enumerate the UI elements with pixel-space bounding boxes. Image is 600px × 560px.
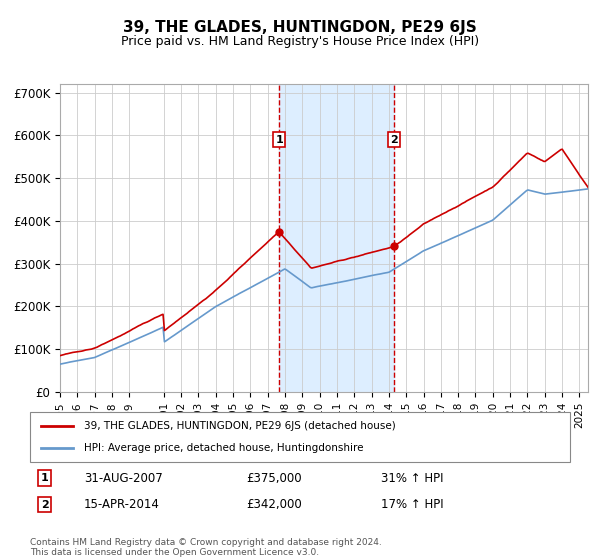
Bar bbox=[280, 84, 394, 392]
Text: 39, THE GLADES, HUNTINGDON, PE29 6JS (detached house): 39, THE GLADES, HUNTINGDON, PE29 6JS (de… bbox=[84, 421, 396, 431]
Text: 1: 1 bbox=[275, 134, 283, 144]
Text: Price paid vs. HM Land Registry's House Price Index (HPI): Price paid vs. HM Land Registry's House … bbox=[121, 35, 479, 48]
Text: £342,000: £342,000 bbox=[246, 498, 302, 511]
Text: 31% ↑ HPI: 31% ↑ HPI bbox=[381, 472, 443, 484]
Text: 2: 2 bbox=[41, 500, 49, 510]
Text: 2: 2 bbox=[390, 134, 398, 144]
Text: 17% ↑ HPI: 17% ↑ HPI bbox=[381, 498, 443, 511]
Text: 39, THE GLADES, HUNTINGDON, PE29 6JS: 39, THE GLADES, HUNTINGDON, PE29 6JS bbox=[123, 20, 477, 35]
Text: £375,000: £375,000 bbox=[246, 472, 302, 484]
Text: 1: 1 bbox=[41, 473, 49, 483]
Text: 15-APR-2014: 15-APR-2014 bbox=[84, 498, 160, 511]
FancyBboxPatch shape bbox=[30, 412, 570, 462]
Text: HPI: Average price, detached house, Huntingdonshire: HPI: Average price, detached house, Hunt… bbox=[84, 443, 364, 453]
Text: Contains HM Land Registry data © Crown copyright and database right 2024.
This d: Contains HM Land Registry data © Crown c… bbox=[30, 538, 382, 557]
Text: 31-AUG-2007: 31-AUG-2007 bbox=[84, 472, 163, 484]
